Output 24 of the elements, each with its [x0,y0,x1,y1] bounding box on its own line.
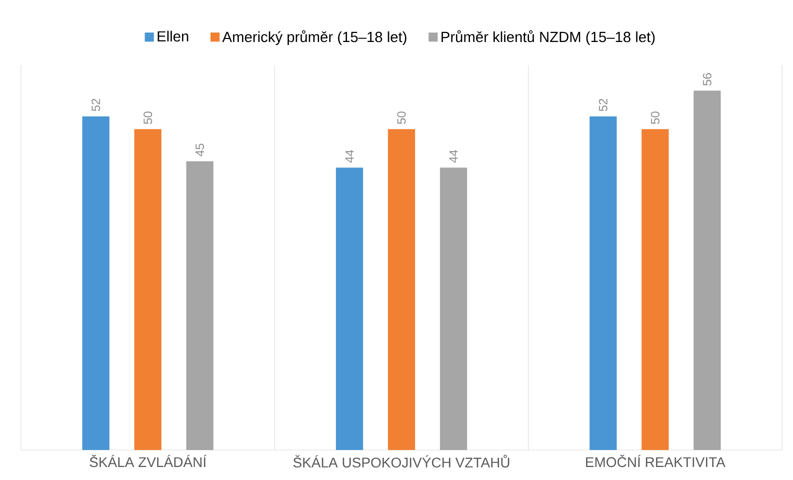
bar [186,161,214,450]
legend-label: Americký průměr (15–18 let) [222,30,406,46]
bar [694,90,721,450]
data-label: 52 [598,98,608,112]
data-label: 52 [92,98,100,112]
data-label: 50 [144,112,152,124]
data-label: 50 [397,112,406,124]
x-tick-label: EMOČNÍ REAKTIVITA [586,454,726,468]
data-label: 44 [345,150,354,163]
legend-label: Průměr klientů NZDM (15–18 let) [442,30,655,46]
data-label: 44 [449,150,458,163]
bar [440,168,468,450]
bar [388,129,416,450]
data-label: 45 [196,144,204,156]
x-tick-label: ŠKÁLA USPOKOJIVÝCH VZTAHŮ [293,454,510,468]
legend-label: Ellen [158,30,188,42]
bar [82,116,110,450]
bar [590,116,617,450]
data-label: 50 [650,112,660,124]
bar [642,129,669,450]
bar [336,168,364,450]
data-label: 56 [702,73,712,86]
bar [134,129,162,450]
x-tick-label: ŠKÁLA ZVLÁDÁNÍ [90,454,207,468]
